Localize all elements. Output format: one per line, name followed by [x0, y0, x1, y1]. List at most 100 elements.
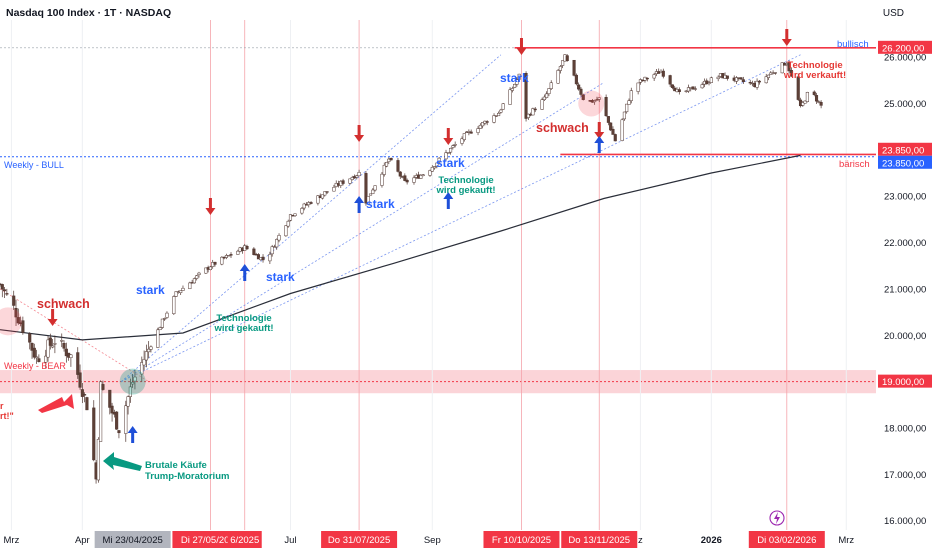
candle [208, 266, 212, 270]
candle [371, 189, 375, 194]
candle [789, 70, 793, 77]
candle [256, 254, 261, 260]
candle [524, 72, 528, 119]
candle [355, 175, 359, 178]
candle [192, 278, 196, 284]
candle [357, 172, 361, 177]
candle [577, 84, 581, 90]
candle [62, 342, 66, 349]
candle [174, 291, 178, 297]
candle [325, 191, 329, 193]
candle [734, 77, 739, 82]
red-arrow-down-icon [443, 138, 454, 145]
blue-arrow-up-icon [594, 136, 605, 143]
candle [513, 83, 517, 88]
candle [309, 202, 313, 204]
y-tick-label: 23.000,00 [884, 192, 926, 203]
bear-zone [0, 370, 876, 394]
label-stark: stark [266, 270, 295, 284]
date-highlight-label: Fr 10/10/2025 [492, 535, 551, 546]
candle [469, 131, 473, 134]
candle [725, 75, 729, 79]
candle [757, 80, 761, 83]
candle [526, 113, 530, 118]
candle [476, 128, 480, 133]
candle [131, 382, 135, 385]
candle [323, 191, 327, 196]
blue-arrow-up-icon [354, 196, 365, 203]
trendline [120, 54, 502, 382]
candle [366, 195, 370, 205]
price-axis-bg [876, 0, 932, 550]
candle [108, 389, 112, 408]
candle [565, 55, 569, 62]
blue-arrow-up-icon [243, 270, 247, 281]
label-tech-bought: Technologie wird gekauft! [214, 313, 274, 334]
candle [430, 167, 434, 172]
candle [803, 100, 807, 104]
candle [384, 162, 389, 167]
currency-label: USD [882, 8, 904, 19]
candle [188, 282, 192, 290]
candle [380, 173, 384, 186]
candle [403, 175, 407, 181]
candle [572, 59, 576, 76]
green-arrow-left-icon [103, 452, 142, 471]
candle [268, 254, 272, 262]
candle [787, 62, 791, 72]
x-tick-label: Apr [75, 535, 90, 546]
candle [286, 220, 290, 227]
candle [396, 160, 400, 172]
date-highlight-label: 6/2025 [230, 535, 259, 546]
candle [627, 100, 631, 105]
candle [284, 225, 288, 237]
candle [428, 170, 432, 176]
red-arrow-down-icon [208, 198, 212, 209]
candle [350, 177, 354, 180]
candle [147, 348, 151, 353]
label-stark: stark [136, 283, 165, 297]
date-highlight-box [321, 531, 398, 548]
candle [449, 148, 453, 153]
price-label-text: 23.850,00 [882, 145, 924, 156]
candle [51, 345, 55, 348]
candle [764, 76, 768, 84]
candle [481, 122, 485, 127]
price-label-box [878, 374, 932, 388]
candle [652, 74, 656, 79]
candle [80, 389, 84, 397]
weak-zone-circle [0, 307, 22, 336]
label-weekly-bear: Weekly - BEAR [4, 361, 66, 371]
candle [517, 73, 521, 80]
price-label-box [878, 142, 932, 156]
trendlines-layer [0, 54, 801, 382]
candle [64, 348, 68, 357]
candle [668, 75, 672, 85]
candle [773, 72, 777, 74]
label-cut-left: r [0, 401, 4, 411]
label-schwach: schwach [37, 297, 90, 311]
candle [515, 79, 519, 85]
candle [684, 90, 688, 92]
candle [766, 74, 771, 78]
candle [92, 407, 96, 461]
y-tick-label: 18.000,00 [884, 424, 926, 435]
candle [236, 250, 240, 255]
x-tick-label: Mrz [4, 535, 20, 546]
candle [593, 100, 597, 103]
lightning-icon [774, 512, 780, 524]
candle [446, 152, 450, 154]
candle [579, 88, 583, 95]
weak-zone-circle [578, 90, 605, 117]
candle [540, 99, 544, 110]
candle [204, 267, 208, 274]
candle [83, 394, 87, 396]
candle [478, 124, 482, 129]
candle [691, 86, 695, 90]
candle [76, 352, 80, 375]
y-tick-label: 21.000,00 [884, 284, 926, 295]
x-tick-label: Sep [424, 535, 441, 546]
candle [444, 152, 448, 160]
candle [661, 70, 665, 77]
